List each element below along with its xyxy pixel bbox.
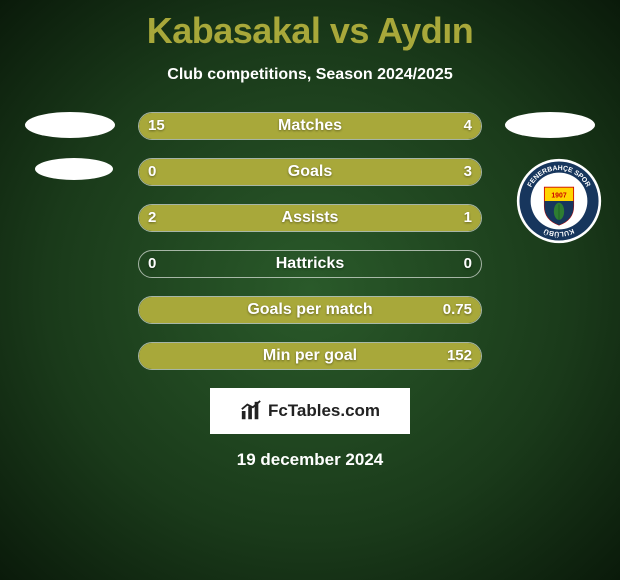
stat-value-right: 0.75 (443, 296, 472, 324)
bar-right (139, 297, 481, 323)
team-left-logo-placeholder (35, 158, 113, 180)
stat-value-right: 3 (464, 158, 472, 186)
stat-value-left: 2 (148, 204, 156, 232)
stat-value-left: 15 (148, 112, 165, 140)
team-left-logo-placeholder (25, 112, 115, 138)
branding-badge: FcTables.com (210, 388, 410, 434)
svg-text:1907: 1907 (551, 193, 566, 200)
date-text: 19 december 2024 (0, 450, 620, 470)
bar-track (138, 158, 482, 186)
stat-value-right: 0 (464, 250, 472, 278)
bar-track (138, 112, 482, 140)
stat-row: Min per goal152 (0, 342, 620, 370)
stat-row: Matches154 (0, 112, 620, 140)
stat-value-right: 4 (464, 112, 472, 140)
bar-right (139, 343, 481, 369)
bar-track (138, 342, 482, 370)
bar-track (138, 250, 482, 278)
bar-left (139, 205, 368, 231)
subtitle: Club competitions, Season 2024/2025 (0, 66, 620, 84)
bar-left (139, 113, 409, 139)
bar-track (138, 204, 482, 232)
stat-row: Goals per match0.75 (0, 296, 620, 324)
stat-value-left: 0 (148, 250, 156, 278)
bar-track (138, 296, 482, 324)
bar-right (139, 159, 481, 185)
branding-text: FcTables.com (268, 401, 380, 421)
title: Kabasakal vs Aydın (0, 0, 620, 52)
comparison-rows: Matches154Goals03Assists21Hattricks00Goa… (0, 112, 620, 370)
chart-icon (240, 400, 262, 422)
stat-value-left: 0 (148, 158, 156, 186)
stat-row: Hattricks00 (0, 250, 620, 278)
team-right-logo-placeholder (505, 112, 595, 138)
stat-value-right: 152 (447, 342, 472, 370)
team-right-crest: FENERBAHÇE SPOR KULÜBÜ 1907 (516, 158, 602, 244)
stat-value-right: 1 (464, 204, 472, 232)
